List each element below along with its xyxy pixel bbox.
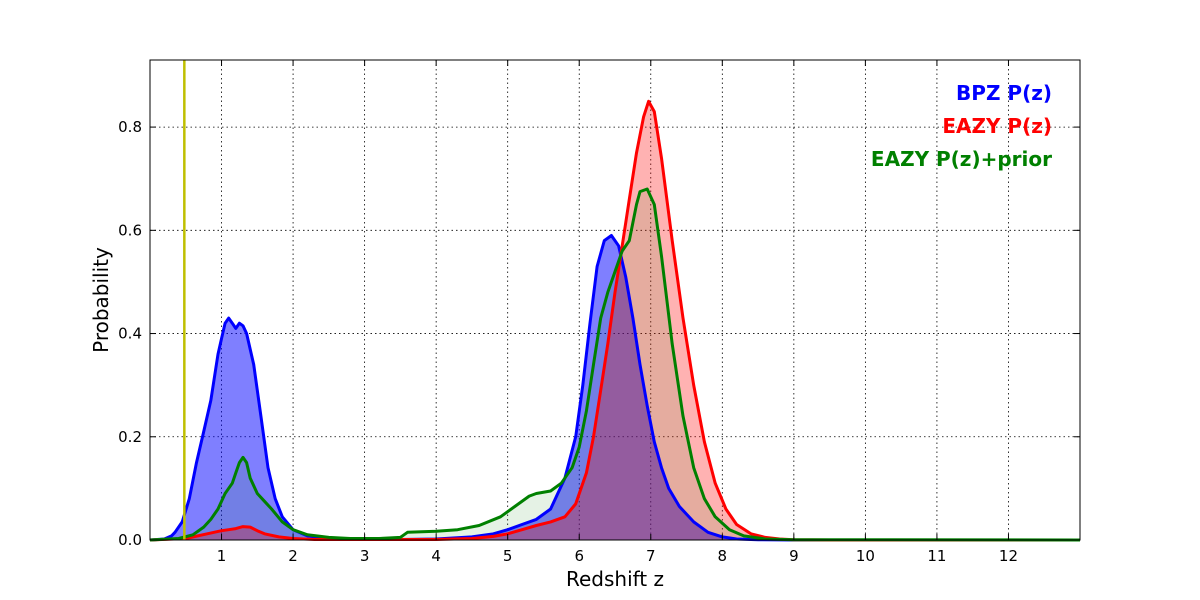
series-line-eazy-p-z-prior: [149, 187, 1081, 542]
y-tick-label: 0.2: [118, 428, 142, 446]
x-tick-label: 8: [718, 547, 728, 565]
x-tick-label: 7: [646, 547, 656, 565]
y-axis-title: Probability: [89, 247, 113, 353]
x-tick-label: 6: [574, 547, 584, 565]
plot-frame: [149, 59, 1081, 541]
series-fill-bpz-p-z: [150, 235, 1080, 540]
x-tick-label: 4: [431, 547, 441, 565]
x-axis-title: Redshift z: [566, 567, 664, 591]
y-tick-label: 0.6: [118, 221, 142, 239]
x-tick-label: 10: [856, 547, 875, 565]
x-tick-label: 5: [503, 547, 513, 565]
legend: BPZ P(z) EAZY P(z) EAZY P(z)+prior: [871, 81, 1052, 171]
series-fill-eazy-p-z: [150, 101, 1080, 541]
legend-entry-bpz-p-z: BPZ P(z): [956, 81, 1052, 105]
series-fill-eazy-p-z-prior: [150, 189, 1080, 540]
x-tick-label: 9: [789, 547, 799, 565]
legend-entry-eazy-p-z-prior: EAZY P(z)+prior: [871, 147, 1052, 171]
y-tick-label: 0.0: [118, 531, 142, 549]
y-tick-label: 0.4: [118, 325, 142, 343]
x-tick-label: 11: [927, 547, 946, 565]
series-line-eazy-p-z: [149, 99, 1080, 542]
x-tick-label: 12: [999, 547, 1018, 565]
y-tick-label: 0.8: [118, 118, 142, 136]
x-tick-label: 1: [217, 547, 227, 565]
x-tick-label: 2: [288, 547, 298, 565]
x-tick-label: 3: [360, 547, 370, 565]
ticks: 1 2 3 4 5 6 7 8 9 10 11 120.00.20.40.60.8: [118, 60, 1080, 565]
legend-entry-eazy-p-z: EAZY P(z): [942, 114, 1052, 138]
series-fills: [150, 101, 1080, 541]
series-lines: [149, 99, 1081, 542]
